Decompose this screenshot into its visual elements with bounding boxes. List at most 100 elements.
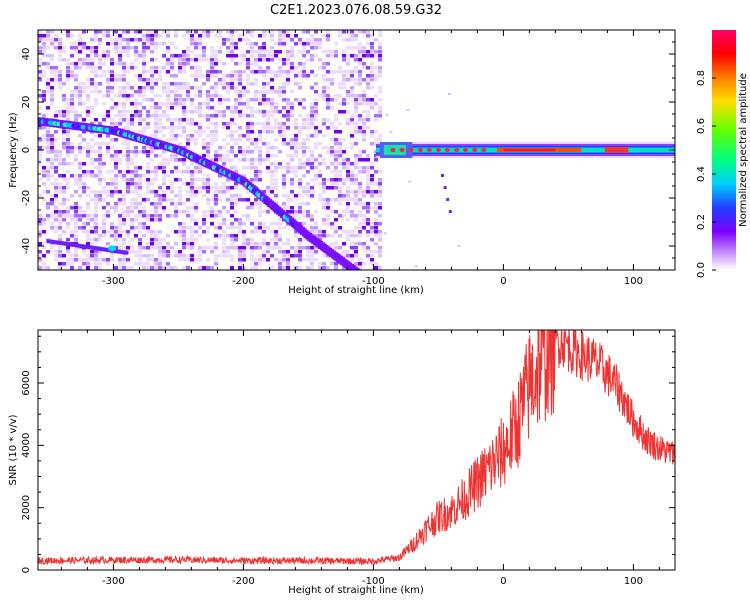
noise-cell [346,190,350,194]
noise-cell [310,102,314,106]
noise-cell [218,114,222,118]
noise-cell [322,158,326,162]
noise-cell [330,82,334,86]
noise-cell [126,234,130,238]
noise-cell [38,194,42,198]
noise-cell [246,62,250,66]
colorbar-tick-label: 0.6 [696,118,707,134]
noise-cell [70,162,74,166]
noise-cell [86,98,90,102]
noise-cell [154,102,158,106]
noise-cell [254,62,258,66]
noise-cell [222,42,226,46]
noise-cell [214,110,218,114]
noise-cell [298,62,302,66]
noise-cell [54,154,58,158]
noise-cell [374,250,378,254]
noise-cell [298,178,302,182]
noise-cell [66,34,70,38]
noise-cell [114,114,118,118]
noise-cell [286,54,290,58]
noise-cell [258,70,262,74]
noise-cell [94,102,98,106]
noise-cell [122,258,126,262]
noise-cell [134,174,138,178]
noise-cell [38,34,42,38]
noise-cell [202,30,206,34]
noise-cell [90,66,94,70]
noise-cell [118,158,122,162]
noise-speckle [457,244,461,247]
noise-cell [46,66,50,70]
noise-cell [214,242,218,246]
noise-cell [278,222,282,226]
noise-cell [246,50,250,54]
noise-cell [154,122,158,126]
noise-cell [198,170,202,174]
noise-cell [322,186,326,190]
noise-cell [378,86,382,90]
noise-cell [238,250,242,254]
noise-cell [226,98,230,102]
noise-cell [346,30,350,34]
noise-cell [182,210,186,214]
noise-cell [342,230,346,234]
noise-cell [150,50,154,54]
noise-cell [314,130,318,134]
noise-cell [250,82,254,86]
noise-cell [150,190,154,194]
noise-cell [306,38,310,42]
carrier-dot [390,148,396,152]
noise-cell [126,150,130,154]
noise-cell [354,166,358,170]
noise-cell [246,126,250,130]
noise-cell [254,166,258,170]
noise-cell [318,142,322,146]
noise-cell [278,262,282,266]
noise-cell [62,94,66,98]
noise-cell [94,190,98,194]
noise-cell [206,202,210,206]
noise-cell [314,146,318,150]
noise-cell [142,210,146,214]
noise-cell [186,90,190,94]
noise-cell [222,206,226,210]
noise-cell [138,130,142,134]
noise-cell [78,142,82,146]
noise-cell [206,142,210,146]
noise-cell [98,62,102,66]
noise-cell [110,122,114,126]
noise-cell [102,114,106,118]
noise-cell [106,110,110,114]
noise-cell [42,46,46,50]
noise-cell [90,82,94,86]
noise-cell [214,62,218,66]
noise-cell [222,110,226,114]
noise-cell [86,262,90,266]
noise-cell [338,190,342,194]
noise-cell [238,70,242,74]
noise-cell [158,34,162,38]
noise-cell [250,238,254,242]
noise-speckle [408,180,412,183]
noise-cell [298,242,302,246]
noise-cell [202,186,206,190]
noise-cell [238,82,242,86]
noise-cell [78,38,82,42]
noise-cell [366,78,370,82]
noise-cell [330,78,334,82]
noise-cell [46,218,50,222]
noise-cell [214,130,218,134]
noise-cell [354,78,358,82]
noise-cell [298,238,302,242]
noise-cell [378,246,382,250]
noise-cell [374,50,378,54]
noise-cell [226,134,230,138]
noise-cell [258,202,262,206]
noise-cell [142,130,146,134]
noise-cell [82,62,86,66]
noise-cell [354,98,358,102]
noise-cell [258,98,262,102]
noise-cell [210,142,214,146]
noise-cell [90,62,94,66]
